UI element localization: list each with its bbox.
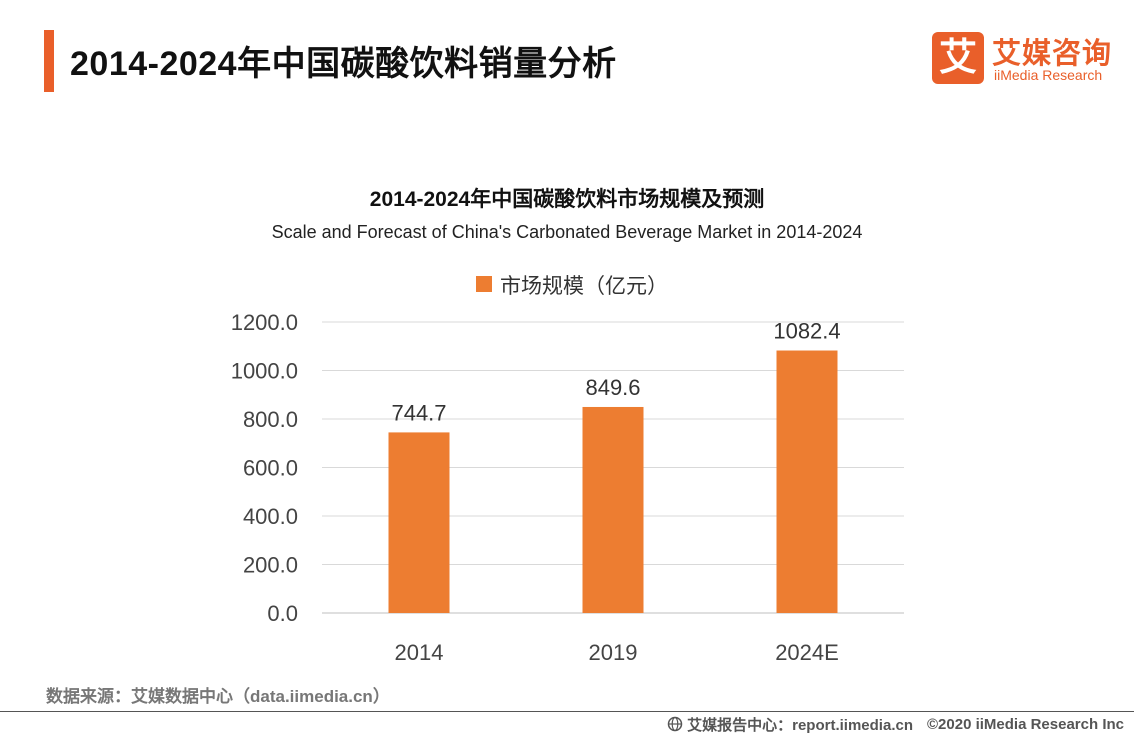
y-tick-label: 0.0 — [267, 601, 298, 626]
data-label: 744.7 — [391, 400, 446, 425]
footer-report-link[interactable]: 艾媒报告中心：report.iimedia.cn — [687, 716, 913, 734]
y-tick-label: 400.0 — [243, 504, 298, 529]
y-tick-label: 800.0 — [243, 407, 298, 432]
footer-copyright: ©2020 iiMedia Research Inc — [927, 715, 1124, 733]
logo-mark: 艾 — [932, 32, 984, 84]
footer-divider — [0, 711, 1134, 712]
x-tick-label: 2019 — [589, 640, 638, 665]
y-tick-label: 600.0 — [243, 456, 298, 481]
legend-swatch — [476, 276, 492, 292]
bar — [582, 406, 644, 613]
title-accent-bar — [44, 30, 54, 92]
chart-title: 2014-2024年中国碳酸饮料市场规模及预测 — [369, 188, 765, 211]
y-tick-label: 1200.0 — [231, 310, 298, 335]
source-note: 数据来源：艾媒数据中心（data.iimedia.cn） — [46, 687, 390, 706]
chart-subtitle: Scale and Forecast of China's Carbonated… — [271, 222, 863, 242]
legend-label: 市场规模（亿元） — [500, 275, 668, 298]
globe-icon — [667, 716, 683, 732]
footer: 艾媒报告中心：report.iimedia.cn ©2020 iiMedia R… — [667, 713, 1124, 735]
y-tick-label: 1000.0 — [231, 359, 298, 384]
bar — [776, 350, 838, 613]
logo-name-en: iiMedia Research — [994, 67, 1103, 83]
logo-name-cn: 艾媒咨询 — [992, 38, 1113, 70]
bar — [388, 432, 450, 613]
x-tick-label: 2014 — [395, 640, 444, 665]
data-label: 849.6 — [585, 375, 640, 400]
x-tick-label: 2024E — [775, 640, 839, 665]
data-label: 1082.4 — [773, 319, 840, 344]
iimedia-logo: 艾 艾媒咨询 iiMedia Research — [932, 30, 1122, 88]
y-tick-label: 200.0 — [243, 553, 298, 578]
page-title: 2014-2024年中国碳酸饮料销量分析 — [70, 45, 617, 83]
